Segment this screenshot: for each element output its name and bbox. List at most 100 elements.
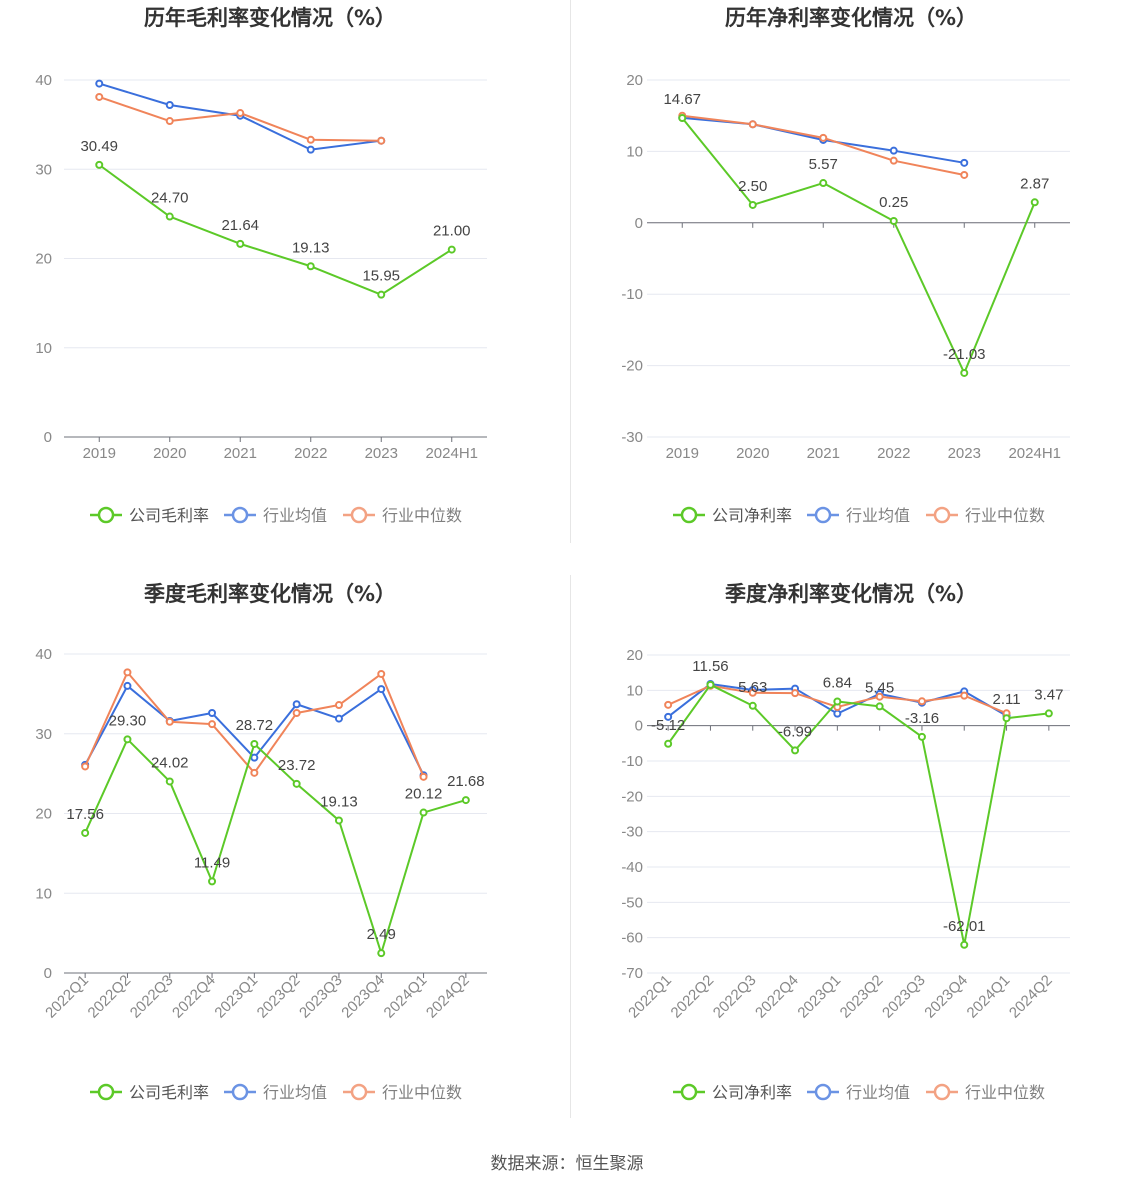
data-point[interactable]	[664, 739, 673, 748]
data-point[interactable]	[95, 92, 104, 101]
data-point[interactable]	[917, 697, 926, 706]
data-point[interactable]	[250, 753, 259, 762]
data-point[interactable]	[833, 709, 842, 718]
data-point[interactable]	[706, 680, 715, 689]
data-point[interactable]	[960, 170, 969, 179]
legend-item-0[interactable]: 公司净利率	[673, 506, 792, 525]
data-point[interactable]	[123, 735, 132, 744]
data-point[interactable]	[1044, 709, 1053, 718]
legend-item-1[interactable]: 行业均值	[224, 1083, 327, 1102]
legend-item-0[interactable]: 公司净利率	[673, 1083, 792, 1102]
data-point[interactable]	[95, 79, 104, 88]
data-point[interactable]	[1002, 714, 1011, 723]
data-point[interactable]	[748, 120, 757, 129]
data-point[interactable]	[678, 114, 687, 123]
data-point[interactable]	[447, 245, 456, 254]
y-tick-label: 0	[635, 718, 643, 735]
data-point[interactable]	[419, 772, 428, 781]
data-point[interactable]	[791, 746, 800, 755]
data-point[interactable]	[419, 808, 428, 817]
data-point[interactable]	[833, 697, 842, 706]
data-point[interactable]	[334, 714, 343, 723]
data-point[interactable]	[960, 940, 969, 949]
x-tick-label: 2024Q1	[381, 972, 431, 1022]
data-point[interactable]	[165, 100, 174, 109]
data-point[interactable]	[165, 777, 174, 786]
x-tick-label: 2021	[807, 445, 840, 462]
data-point[interactable]	[889, 156, 898, 165]
x-tick-label: 2022Q2	[85, 972, 135, 1022]
legend-label: 行业均值	[846, 507, 910, 525]
legend-item-2[interactable]: 行业中位数	[926, 1083, 1045, 1102]
data-point[interactable]	[81, 828, 90, 837]
y-tick-label: 40	[35, 646, 52, 663]
data-point[interactable]	[819, 179, 828, 188]
data-point[interactable]	[334, 701, 343, 710]
legend-marker	[933, 506, 951, 524]
data-point[interactable]	[292, 779, 301, 788]
data-point[interactable]	[1030, 198, 1039, 207]
legend-marker	[814, 1083, 832, 1101]
legend-item-2[interactable]: 行业中位数	[343, 506, 462, 525]
data-point[interactable]	[208, 720, 217, 729]
data-point[interactable]	[889, 217, 898, 226]
data-point[interactable]	[377, 136, 386, 145]
data-point[interactable]	[306, 262, 315, 271]
data-point[interactable]	[377, 290, 386, 299]
data-point[interactable]	[791, 689, 800, 698]
data-label: 3.47	[1034, 686, 1063, 703]
data-point[interactable]	[461, 796, 470, 805]
legend-item-2[interactable]: 行业中位数	[343, 1083, 462, 1102]
data-point[interactable]	[165, 717, 174, 726]
data-point[interactable]	[236, 109, 245, 118]
quarterly-gross-chart: 季度毛利率变化情况（%）0102030402022Q12022Q22022Q32…	[35, 582, 487, 1102]
data-point[interactable]	[208, 877, 217, 886]
data-point[interactable]	[377, 949, 386, 958]
data-point[interactable]	[165, 117, 174, 126]
data-point[interactable]	[334, 816, 343, 825]
data-point[interactable]	[960, 368, 969, 377]
data-point[interactable]	[377, 685, 386, 694]
data-point[interactable]	[292, 700, 301, 709]
data-point[interactable]	[250, 768, 259, 777]
legend-item-1[interactable]: 行业均值	[807, 506, 910, 525]
data-point[interactable]	[165, 212, 174, 221]
data-point[interactable]	[889, 146, 898, 155]
data-label: 24.70	[151, 190, 189, 207]
data-point[interactable]	[250, 739, 259, 748]
legend-item-0[interactable]: 公司毛利率	[90, 1083, 209, 1102]
legend-item-1[interactable]: 行业均值	[224, 506, 327, 525]
data-point[interactable]	[236, 239, 245, 248]
data-point[interactable]	[664, 712, 673, 721]
data-point[interactable]	[123, 681, 132, 690]
data-label: 19.13	[292, 239, 330, 256]
data-point[interactable]	[875, 702, 884, 711]
data-point[interactable]	[95, 160, 104, 169]
data-point[interactable]	[292, 709, 301, 718]
y-tick-label: 0	[635, 215, 643, 232]
data-point[interactable]	[123, 668, 132, 677]
legend-item-0[interactable]: 公司毛利率	[90, 506, 209, 525]
data-label: 5.45	[865, 679, 894, 696]
data-point[interactable]	[960, 158, 969, 167]
data-point[interactable]	[748, 200, 757, 209]
data-point[interactable]	[748, 701, 757, 710]
data-point[interactable]	[208, 709, 217, 718]
data-point[interactable]	[875, 692, 884, 701]
data-point[interactable]	[917, 732, 926, 741]
data-point[interactable]	[306, 145, 315, 154]
x-tick-label: 2023Q4	[338, 972, 388, 1022]
data-point[interactable]	[960, 691, 969, 700]
y-tick-label: 10	[35, 340, 52, 357]
legend-item-2[interactable]: 行业中位数	[926, 506, 1045, 525]
data-point[interactable]	[819, 133, 828, 142]
data-point[interactable]	[306, 135, 315, 144]
legend-item-1[interactable]: 行业均值	[807, 1083, 910, 1102]
data-point[interactable]	[664, 700, 673, 709]
data-label: 2.87	[1020, 175, 1049, 192]
data-label: 17.56	[66, 806, 104, 823]
data-point[interactable]	[748, 688, 757, 697]
data-point[interactable]	[377, 669, 386, 678]
data-point[interactable]	[81, 762, 90, 771]
x-tick-label: 2022	[877, 445, 910, 462]
